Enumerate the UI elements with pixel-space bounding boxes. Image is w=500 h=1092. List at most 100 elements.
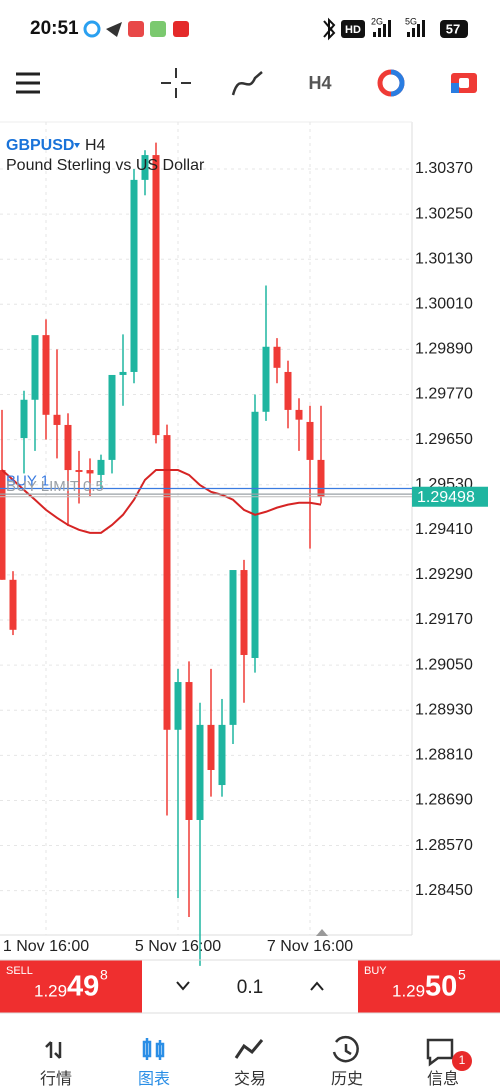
sell-price-sup: 8 bbox=[100, 967, 108, 983]
price-tag-label: 1.29498 bbox=[417, 489, 475, 506]
sell-price-prefix: 1.29 bbox=[34, 981, 67, 1000]
volume[interactable]: 0.1 bbox=[237, 977, 263, 998]
x-tick-label: 5 Nov 16:00 bbox=[135, 938, 221, 955]
status-time: 20:51 bbox=[30, 18, 79, 39]
y-tick-label: 1.28450 bbox=[415, 882, 473, 899]
candle-body bbox=[251, 411, 259, 658]
chart: 1.30370 1.30250 1.30130 1.30010 1.29890 1.297… bbox=[0, 121, 488, 966]
y-tick-label: 1.29650 bbox=[415, 431, 473, 448]
candle-body bbox=[0, 470, 6, 580]
candle-body bbox=[42, 335, 50, 415]
signal-label: 5G bbox=[405, 16, 417, 26]
symbol-dropdown bbox=[74, 143, 80, 148]
candle-body bbox=[64, 424, 72, 471]
y-tick-label: 1.28810 bbox=[415, 747, 473, 764]
volume-down[interactable] bbox=[176, 981, 190, 991]
y-tick-label: 1.28690 bbox=[415, 792, 473, 809]
candle-body bbox=[284, 371, 292, 410]
y-tick-label: 1.29050 bbox=[415, 656, 473, 673]
scroll-marker bbox=[316, 929, 328, 936]
candle-body bbox=[306, 421, 314, 460]
crosshair-button[interactable] bbox=[161, 68, 191, 98]
y-tick-label: 1.28570 bbox=[415, 837, 473, 854]
candle-body bbox=[229, 570, 237, 725]
y-tick-label: 1.30250 bbox=[415, 205, 473, 222]
symbol: GBPUSD bbox=[6, 137, 74, 154]
y-tick-label: 1.30370 bbox=[415, 160, 473, 177]
y-tick-label: 1.29770 bbox=[415, 386, 473, 403]
timeframe: H4 bbox=[85, 137, 106, 154]
nav-icon[interactable] bbox=[332, 1035, 359, 1063]
nav-badge bbox=[452, 1051, 472, 1071]
candle-body bbox=[295, 409, 303, 420]
candle-body bbox=[31, 335, 39, 400]
nav-badge-count: 1 bbox=[459, 1053, 466, 1067]
battery-level: 57 bbox=[446, 21, 460, 36]
nav-label: 图表 bbox=[138, 1070, 170, 1088]
nav-icon[interactable] bbox=[426, 1038, 454, 1067]
menu-button[interactable] bbox=[16, 72, 40, 94]
candle-body bbox=[218, 724, 226, 786]
candle-body bbox=[53, 414, 61, 425]
buy-price-big: 50 bbox=[425, 971, 457, 1003]
candle-body bbox=[86, 470, 94, 474]
candle-body bbox=[152, 155, 160, 436]
x-tick-label: 1 Nov 16:00 bbox=[3, 938, 89, 955]
candle-body bbox=[262, 346, 270, 412]
sell-price-big: 49 bbox=[67, 971, 99, 1003]
candle-body bbox=[163, 435, 171, 730]
candle-body bbox=[141, 155, 149, 180]
nav-label: 信息 bbox=[427, 1070, 459, 1088]
nav-label: 行情 bbox=[40, 1070, 72, 1088]
description: Pound Sterling vs US Dollar bbox=[6, 157, 205, 174]
nav-icon-active[interactable] bbox=[142, 1038, 165, 1060]
order-label: BUY LIMIT 0.5 bbox=[6, 478, 104, 495]
volume-up[interactable] bbox=[310, 981, 324, 991]
nav-label: 历史 bbox=[331, 1070, 363, 1088]
buy-label: BUY bbox=[364, 965, 387, 977]
candle-body bbox=[273, 346, 281, 368]
status-app-icons bbox=[83, 20, 189, 38]
y-tick-label: 1.28930 bbox=[415, 701, 473, 718]
nav-icon[interactable] bbox=[234, 1039, 264, 1059]
x-tick-label: 7 Nov 16:00 bbox=[267, 938, 353, 955]
sell-button[interactable] bbox=[0, 960, 142, 1013]
timeframe-button[interactable]: H4 bbox=[308, 73, 331, 93]
candle-body bbox=[207, 724, 215, 770]
candle-body bbox=[130, 179, 138, 372]
buy-price-prefix: 1.29 bbox=[392, 981, 425, 1000]
y-tick-label: 1.29170 bbox=[415, 611, 473, 628]
candle-body bbox=[75, 470, 83, 472]
y-tick-label: 1.29290 bbox=[415, 566, 473, 583]
candle-body bbox=[9, 579, 17, 630]
candle-body bbox=[174, 682, 182, 730]
candle-body bbox=[108, 374, 116, 460]
order-label: BUY 1 bbox=[6, 472, 49, 489]
candle-body bbox=[317, 459, 325, 497]
battery bbox=[440, 20, 468, 38]
y-tick-label: 1.29410 bbox=[415, 521, 473, 538]
price-tag bbox=[412, 486, 488, 507]
candle-body bbox=[119, 371, 127, 375]
nav-label: 交易 bbox=[234, 1070, 266, 1088]
signal-label: 2G bbox=[371, 16, 383, 26]
sell-label: SELL bbox=[6, 965, 33, 977]
hd-text: HD bbox=[345, 24, 361, 36]
candle-body bbox=[240, 570, 248, 655]
candle-body bbox=[185, 682, 193, 820]
candle-body bbox=[20, 399, 28, 439]
y-tick-label: 1.30010 bbox=[415, 296, 473, 313]
nav-labels: 行情 图表 交易 历史 信息 bbox=[40, 1070, 459, 1088]
buy-button[interactable] bbox=[358, 960, 500, 1013]
candle-body bbox=[196, 724, 204, 820]
nav-icon[interactable] bbox=[45, 1041, 62, 1059]
y-tick-label: 1.30130 bbox=[415, 250, 473, 267]
indicators-button[interactable] bbox=[231, 71, 263, 96]
candle-body bbox=[97, 459, 105, 475]
moving-average bbox=[1, 469, 322, 534]
trade-button[interactable] bbox=[377, 69, 405, 97]
y-tick-label: 1.29890 bbox=[415, 341, 473, 358]
one-click-button[interactable] bbox=[451, 73, 477, 93]
